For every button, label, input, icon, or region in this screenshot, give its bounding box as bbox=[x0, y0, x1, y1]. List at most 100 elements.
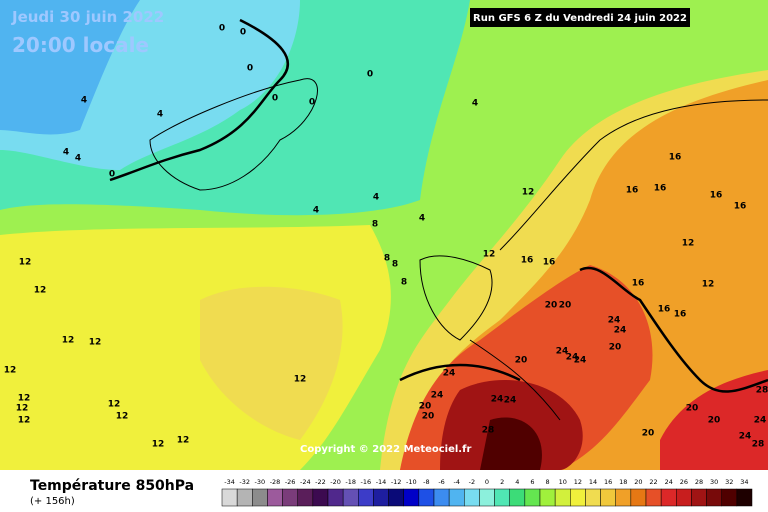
footer-title: Température 850hPa bbox=[30, 478, 194, 494]
contour-label: 20 bbox=[642, 429, 655, 439]
legend-label: 28 bbox=[695, 478, 703, 486]
legend-label: -32 bbox=[239, 478, 250, 486]
contour-label: 12 bbox=[89, 338, 102, 348]
contour-label: 24 bbox=[608, 316, 621, 326]
contour-label: 24 bbox=[431, 391, 444, 401]
legend-swatch bbox=[630, 488, 647, 507]
legend-swatch bbox=[645, 488, 662, 507]
contour-label: 0 bbox=[240, 28, 246, 38]
contour-label: 0 bbox=[109, 170, 115, 180]
legend-swatch bbox=[267, 488, 283, 507]
contour-label: 24 bbox=[491, 395, 504, 405]
contour-label: 20 bbox=[686, 404, 699, 414]
legend-label: 26 bbox=[680, 478, 688, 486]
contour-label: 8 bbox=[392, 260, 398, 270]
legend-label: 32 bbox=[725, 478, 733, 486]
contour-label: 28 bbox=[752, 440, 765, 450]
contour-label: 28 bbox=[756, 386, 768, 396]
contour-label: 24 bbox=[754, 416, 767, 426]
legend-swatch bbox=[539, 488, 556, 507]
legend-label: -4 bbox=[453, 478, 459, 486]
contour-label: 16 bbox=[626, 186, 639, 196]
legend-swatch bbox=[660, 488, 677, 507]
contour-label: 0 bbox=[247, 64, 253, 74]
legend-label: -28 bbox=[270, 478, 281, 486]
legend-label: -22 bbox=[315, 478, 326, 486]
legend-label: -16 bbox=[361, 478, 372, 486]
legend-swatch bbox=[524, 488, 541, 507]
contour-label: 12 bbox=[116, 412, 129, 422]
legend-swatch bbox=[342, 488, 359, 507]
contour-label: 12 bbox=[4, 366, 17, 376]
contour-label: 20 bbox=[609, 343, 622, 353]
legend-label: -24 bbox=[300, 478, 311, 486]
contour-label: 12 bbox=[682, 239, 695, 249]
legend-label: 24 bbox=[665, 478, 673, 486]
legend-label: 2 bbox=[500, 478, 504, 486]
legend-label: -20 bbox=[330, 478, 341, 486]
legend-label: 0 bbox=[485, 478, 489, 486]
legend-label: -14 bbox=[376, 478, 387, 486]
legend-label: 20 bbox=[634, 478, 642, 486]
legend-label: -10 bbox=[406, 478, 417, 486]
legend-swatch bbox=[736, 488, 753, 507]
contour-label: 16 bbox=[674, 310, 687, 320]
legend-label: 22 bbox=[649, 478, 657, 486]
legend-swatch bbox=[464, 488, 480, 507]
contour-label: 0 bbox=[219, 24, 225, 34]
contour-label: 8 bbox=[384, 254, 390, 264]
legend-swatch bbox=[554, 488, 571, 507]
legend-swatch bbox=[358, 488, 374, 507]
legend-swatch bbox=[282, 488, 298, 507]
legend-swatch bbox=[221, 488, 238, 507]
contour-label: 12 bbox=[702, 280, 715, 290]
contour-label: 24 bbox=[739, 432, 752, 442]
contour-label: 4 bbox=[419, 214, 425, 224]
contour-label: 4 bbox=[373, 193, 379, 203]
isotherms bbox=[109, 18, 768, 393]
legend-label: -8 bbox=[423, 478, 429, 486]
legend-swatch bbox=[373, 488, 389, 507]
legend-label: -26 bbox=[285, 478, 296, 486]
contour-label: 24 bbox=[566, 353, 579, 363]
legend-swatch bbox=[676, 488, 692, 507]
contour-label: 12 bbox=[16, 404, 29, 414]
legend-label: 6 bbox=[530, 478, 534, 486]
contour-label: 4 bbox=[313, 206, 319, 216]
legend-label: 12 bbox=[574, 478, 582, 486]
contour-label: 24 bbox=[574, 356, 587, 366]
legend-swatch bbox=[448, 488, 465, 507]
contour-label: 8 bbox=[372, 220, 378, 230]
contour-label: 16 bbox=[734, 202, 747, 212]
contour-label: 12 bbox=[18, 416, 31, 426]
legend-swatch bbox=[615, 488, 632, 507]
legend-swatch bbox=[494, 488, 510, 507]
legend-swatch bbox=[706, 488, 722, 507]
contour-label: 20 bbox=[559, 301, 572, 311]
legend-swatch bbox=[312, 488, 329, 507]
warm-region bbox=[200, 286, 343, 440]
very-hot-region bbox=[660, 370, 768, 470]
legend-swatch bbox=[297, 488, 314, 507]
contour-label: 12 bbox=[483, 250, 496, 260]
coastlines bbox=[149, 78, 768, 421]
legend-label: 16 bbox=[604, 478, 612, 486]
contour-label: 0 bbox=[272, 94, 278, 104]
copyright: Copyright © 2022 Meteociel.fr bbox=[300, 444, 471, 455]
contour-label: 16 bbox=[669, 153, 682, 163]
legend-swatch bbox=[236, 488, 253, 507]
contour-label: 4 bbox=[472, 99, 478, 109]
contour-label: 4 bbox=[157, 110, 163, 120]
contour-label: 16 bbox=[654, 184, 667, 194]
contour-label: 24 bbox=[443, 369, 456, 379]
run-info: Run GFS 6 Z du Vendredi 24 juin 2022 bbox=[473, 13, 687, 24]
color-legend: -34 -32 -30 -28 -26 -24 -22 -20 -18 -16 -14 -12 -10-… bbox=[221, 478, 753, 507]
contour-label: 16 bbox=[632, 279, 645, 289]
contour-label: 12 bbox=[108, 400, 121, 410]
legend-swatch bbox=[433, 488, 450, 507]
legend-label: 34 bbox=[740, 478, 748, 486]
legend-swatch bbox=[479, 488, 495, 507]
